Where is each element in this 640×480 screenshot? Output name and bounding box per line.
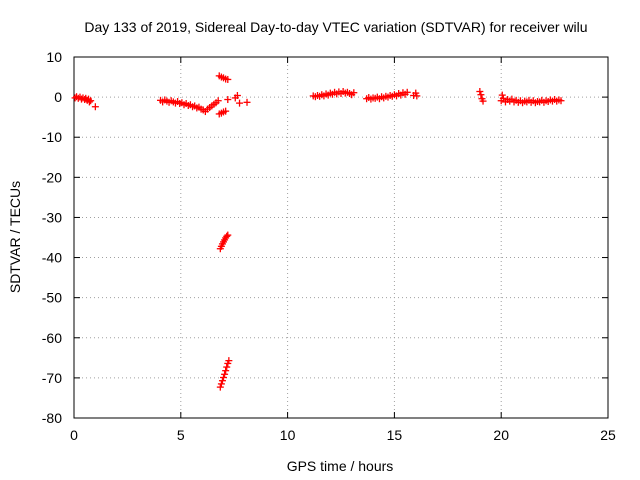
- y-tick-label: -60: [42, 330, 62, 346]
- x-tick-label: 5: [177, 427, 185, 443]
- y-tick-label: -30: [42, 209, 62, 225]
- x-tick-label: 15: [387, 427, 403, 443]
- gridlines: [74, 57, 608, 418]
- y-tick-label: -70: [42, 370, 62, 386]
- data-point: [216, 383, 224, 391]
- y-axis-label: SDTVAR / TECUs: [7, 181, 23, 293]
- data-point: [221, 370, 229, 378]
- data-point: [217, 380, 225, 388]
- axes: [73, 56, 609, 419]
- data-point: [222, 107, 230, 115]
- chart-title: Day 133 of 2019, Sidereal Day-to-day VTE…: [84, 19, 587, 35]
- x-axis-label: GPS time / hours: [287, 458, 394, 474]
- tick-labels: 0 5 10 15 20 25 10 0 -10 -20 -30 -40 -50 -60 -70 -80: [42, 49, 616, 443]
- data-point: [498, 91, 506, 99]
- data-point: [224, 75, 232, 83]
- data-point: [91, 103, 99, 111]
- data-point: [220, 373, 228, 381]
- data-point: [350, 89, 358, 97]
- data-point: [87, 97, 95, 105]
- data-point: [236, 99, 244, 107]
- x-tick-label: 10: [280, 427, 296, 443]
- data-point: [403, 88, 411, 96]
- y-tick-label: 0: [54, 89, 62, 105]
- x-tick-label: 25: [600, 427, 616, 443]
- data-point: [222, 367, 230, 375]
- plot-frame: [73, 56, 609, 419]
- data-point: [479, 97, 487, 105]
- data-point: [224, 96, 232, 104]
- data-point: [477, 91, 485, 99]
- data-point: [225, 357, 233, 365]
- y-tick-label: -80: [42, 410, 62, 426]
- data-point: [223, 363, 231, 371]
- data-point: [413, 92, 421, 100]
- data-point: [499, 94, 507, 102]
- x-tick-label: 20: [493, 427, 509, 443]
- data-point: [214, 97, 222, 105]
- data-point: [85, 98, 93, 106]
- data-point: [233, 92, 241, 100]
- y-tick-label: -40: [42, 250, 62, 266]
- x-tick-label: 0: [70, 427, 78, 443]
- data-point: [476, 87, 484, 95]
- y-tick-label: -50: [42, 290, 62, 306]
- y-tick-label: 10: [46, 49, 62, 65]
- data-point: [223, 232, 231, 240]
- data-point: [218, 377, 226, 385]
- data-points: [71, 72, 565, 391]
- data-point: [557, 97, 565, 105]
- y-tick-label: -10: [42, 129, 62, 145]
- data-point: [243, 98, 251, 106]
- y-tick-label: -20: [42, 169, 62, 185]
- data-point: [224, 231, 232, 239]
